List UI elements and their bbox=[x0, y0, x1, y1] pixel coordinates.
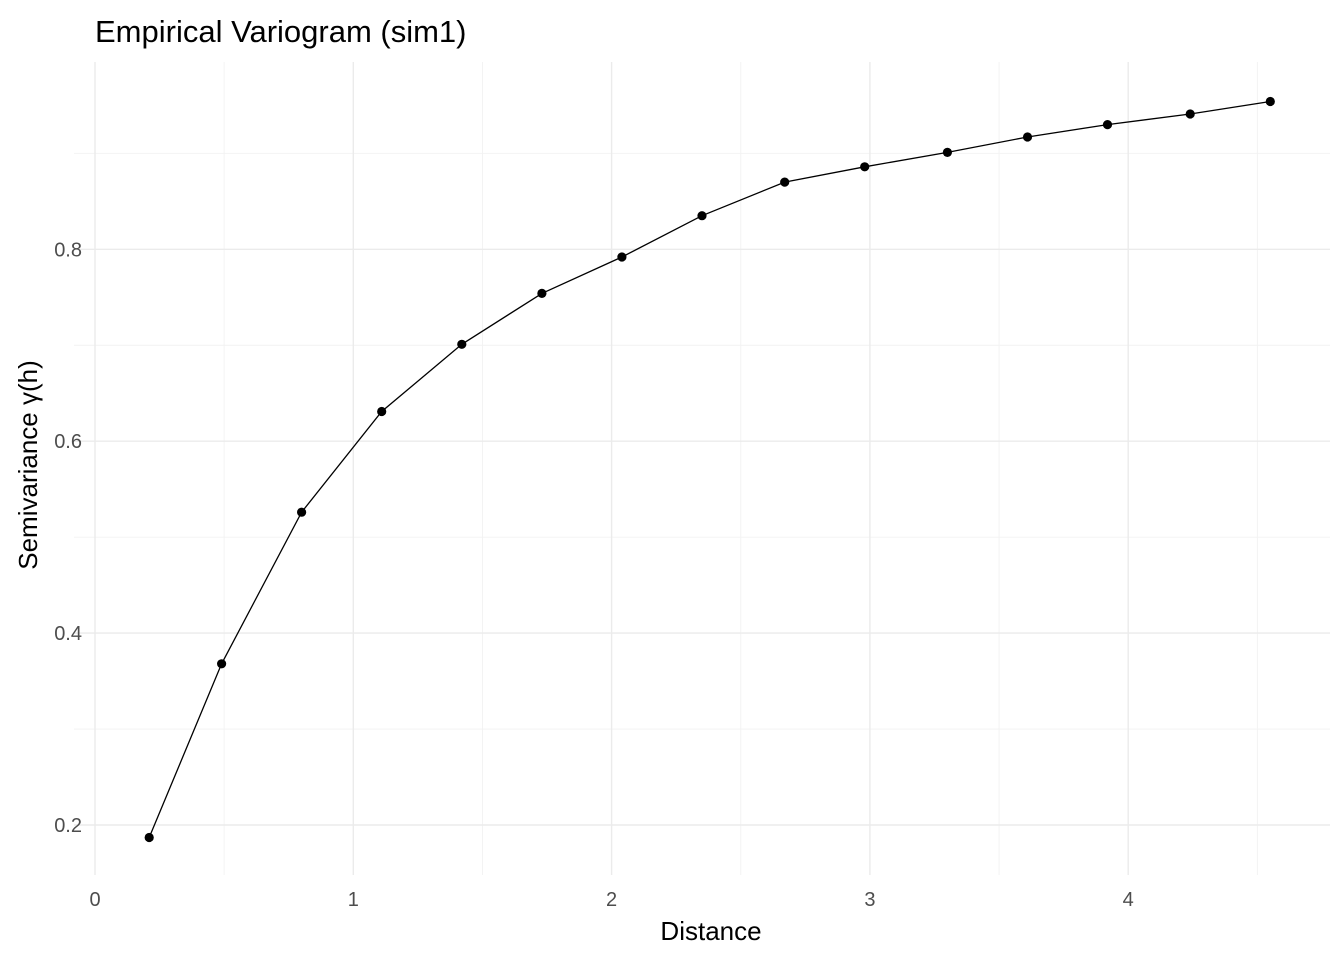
data-point bbox=[1265, 96, 1275, 107]
data-point bbox=[377, 406, 387, 417]
series-layer bbox=[148, 100, 1271, 838]
y-tick-label: 0.4 bbox=[54, 623, 82, 645]
x-tick-label: 3 bbox=[864, 889, 875, 911]
data-point bbox=[144, 832, 154, 843]
x-tick-label: 2 bbox=[606, 889, 617, 911]
data-point bbox=[1185, 109, 1195, 119]
data-point bbox=[537, 288, 547, 298]
x-tick-label: 1 bbox=[348, 889, 359, 911]
chart-title: Empirical Variogram (sim1) bbox=[95, 14, 467, 49]
data-point bbox=[860, 162, 870, 172]
y-tick-labels: 0.2 0.4 0.6 0.8 bbox=[54, 239, 82, 837]
data-point bbox=[942, 147, 953, 157]
x-tick-label: 4 bbox=[1123, 889, 1134, 911]
x-tick-labels: 0 1 2 3 4 bbox=[89, 889, 1133, 911]
x-axis-title: Distance bbox=[660, 916, 761, 946]
data-point bbox=[297, 507, 307, 517]
series-line bbox=[148, 100, 1271, 838]
major-gridlines bbox=[74, 62, 1330, 875]
data-point bbox=[457, 339, 467, 349]
y-tick-label: 0.2 bbox=[54, 815, 82, 837]
y-tick-label: 0.8 bbox=[54, 239, 82, 261]
data-point bbox=[697, 211, 707, 221]
y-tick-label: 0.6 bbox=[54, 431, 82, 453]
data-point bbox=[1102, 120, 1113, 130]
data-point bbox=[780, 177, 790, 187]
minor-gridlines bbox=[74, 62, 1330, 875]
data-point bbox=[617, 252, 627, 262]
data-point bbox=[1022, 132, 1033, 142]
y-axis-title: Semivariance γ(h) bbox=[13, 360, 43, 570]
x-tick-label: 0 bbox=[89, 889, 100, 911]
points-layer bbox=[144, 96, 1275, 843]
data-point bbox=[217, 659, 227, 669]
